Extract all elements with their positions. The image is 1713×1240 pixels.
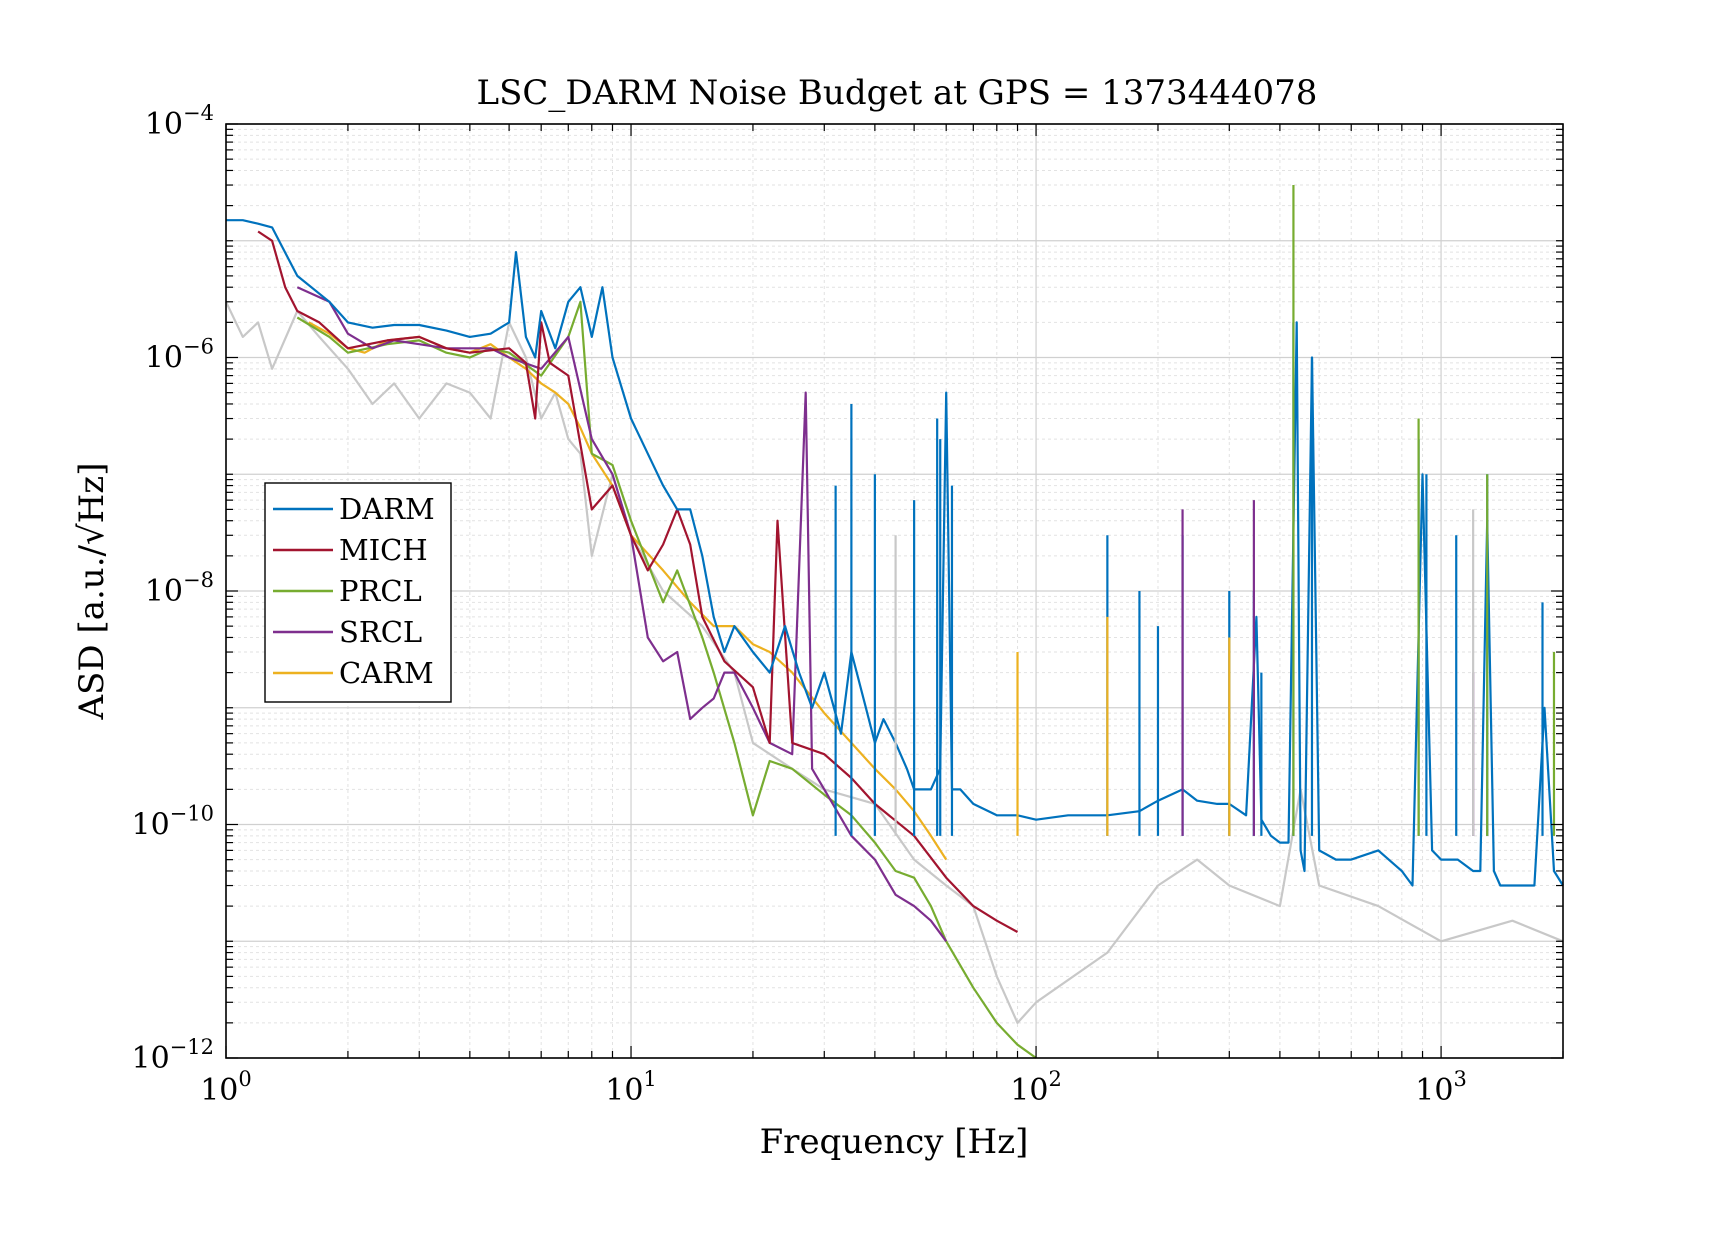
y-tick-label: 10−8 [145,568,214,609]
series-line-prcl [296,300,1037,1059]
chart-title: LSC_DARM Noise Budget at GPS = 137344407… [477,73,1318,113]
peaks-layer [834,185,1556,836]
x-axis-label: Frequency [Hz] [760,1122,1029,1162]
legend-label: CARM [339,656,434,690]
y-tick-label: 10−6 [145,335,214,376]
legend-label: SRCL [339,615,422,649]
y-tick-label: 10−4 [145,101,214,142]
legend-label: PRCL [339,574,422,608]
ticks-layer [225,123,1564,1059]
y-tick-label: 10−12 [131,1035,214,1076]
legend-label: MICH [339,533,428,567]
series-line-srcl [296,286,948,942]
series-line-darm [226,219,1564,887]
x-tick-label: 100 [200,1067,252,1108]
x-tick-label: 101 [605,1067,657,1108]
tick-labels: 100 101 102 103 10−4 10−6 10−8 10−10 10−12 [131,101,1466,1108]
x-tick-label: 103 [1415,1067,1467,1108]
legend: DARM MICH PRCL SRCL CARM [264,482,452,703]
legend-box [264,482,452,703]
series-line-reference [225,301,1564,1024]
y-tick-label: 10−10 [131,802,214,843]
series-layer [225,219,1564,1059]
legend-label: DARM [339,492,435,526]
x-tick-label: 102 [1010,1067,1062,1108]
y-axis-label: ASD [a.u./√Hz] [72,463,112,721]
